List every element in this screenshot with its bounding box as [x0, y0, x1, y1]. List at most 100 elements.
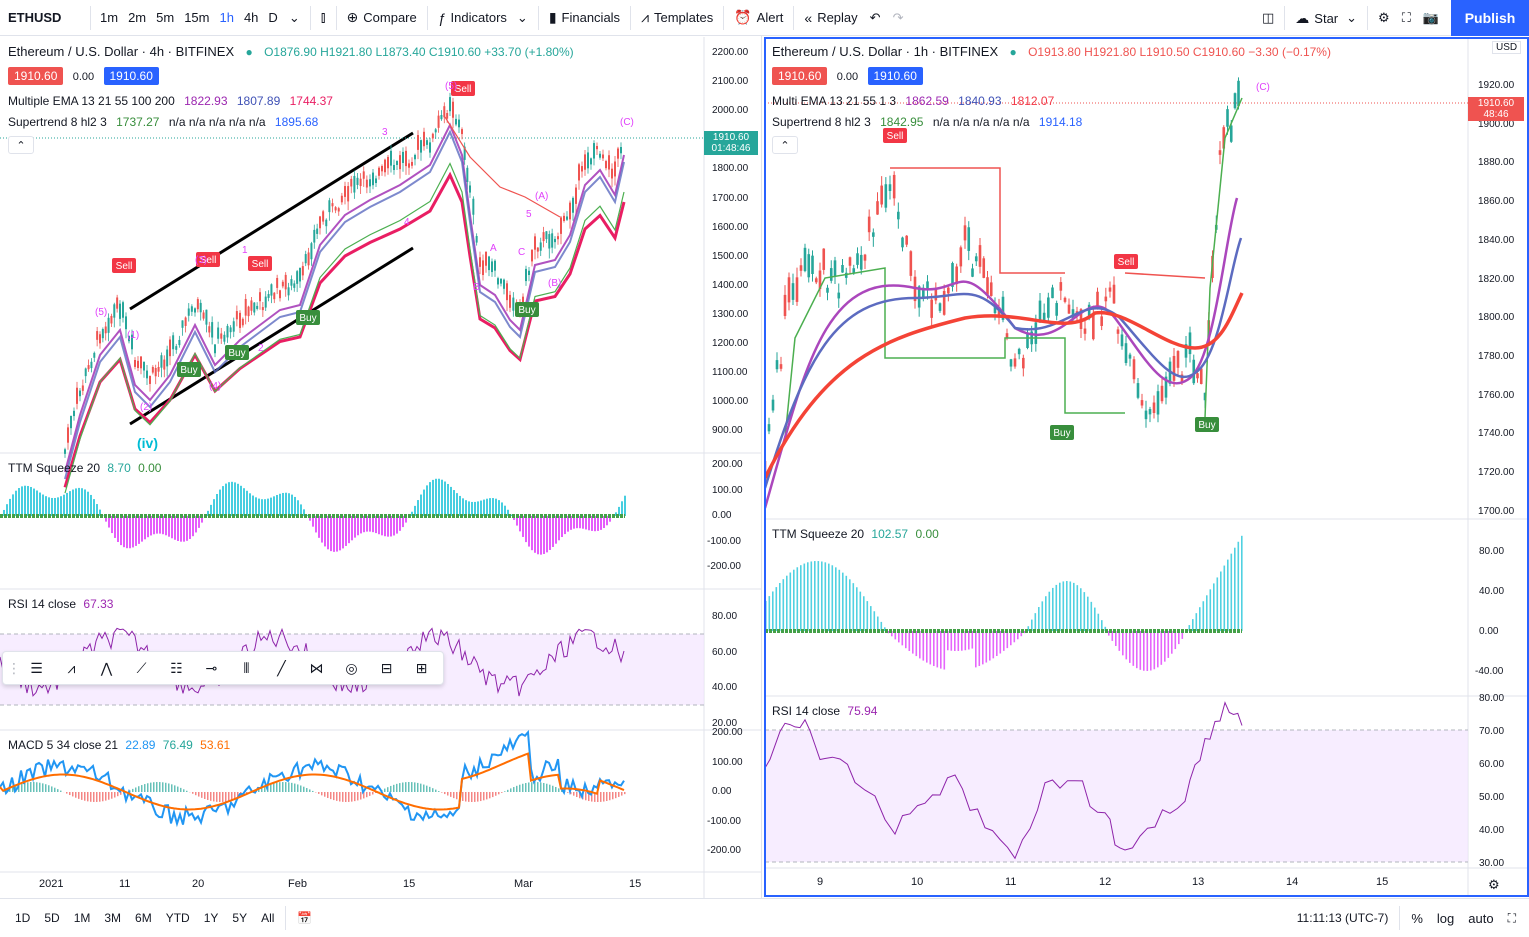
compare-button[interactable]: ⊕ Compare	[341, 0, 423, 36]
timeframe-2m[interactable]: 2m	[128, 10, 147, 25]
symbol-search[interactable]: ETHUSD	[8, 10, 62, 25]
star-button[interactable]: ☁ Star ⌄	[1289, 0, 1363, 36]
time-tick-label[interactable]: Mar	[514, 878, 533, 890]
ttm-bar	[84, 489, 86, 516]
currency-label[interactable]: USD	[1492, 41, 1522, 54]
collapse-legend-button[interactable]: ⌃	[8, 136, 34, 154]
supertrend-legend[interactable]: Supertrend 8 hl2 3 1737.27 n/a n/a n/a n…	[8, 115, 318, 129]
time-tick-label[interactable]: 12	[1099, 876, 1112, 888]
timeframe-d[interactable]: D	[268, 10, 278, 25]
time-tick-label[interactable]: 10	[911, 876, 924, 888]
ttm-bar	[519, 516, 521, 532]
candle-body	[431, 133, 434, 139]
right-rsi-legend[interactable]: RSI 14 close 75.94	[772, 704, 877, 718]
log-toggle[interactable]: log	[1436, 910, 1455, 926]
ttm-bar	[922, 631, 925, 661]
time-tick-label[interactable]: 15	[1376, 876, 1389, 888]
left-rsi-legend[interactable]: RSI 14 close 67.33	[8, 597, 113, 611]
fullscreen-button[interactable]: ⛶	[1396, 0, 1417, 36]
layout-divider[interactable]	[761, 36, 765, 898]
range-5y[interactable]: 5Y	[232, 911, 248, 925]
templates-button[interactable]: ⩘ Templates	[635, 0, 719, 36]
undo-button[interactable]: ↶	[864, 0, 887, 36]
gear-icon[interactable]: ⚙	[1488, 877, 1500, 892]
range-ytd[interactable]: YTD	[165, 911, 190, 925]
time-tick-label[interactable]: 11	[119, 878, 131, 890]
parallel-channel-icon[interactable]: ☷	[170, 659, 183, 676]
elliott-impulse-icon[interactable]: ⩘	[67, 659, 76, 676]
ask-button[interactable]: 1910.60	[103, 67, 159, 85]
time-tick-label[interactable]: 11	[1005, 876, 1017, 888]
time-tick-label[interactable]: Feb	[288, 878, 307, 890]
range-1d[interactable]: 1D	[15, 911, 31, 925]
timeframe-15m[interactable]: 15m	[184, 10, 210, 25]
time-tick-label[interactable]: 14	[1286, 876, 1299, 888]
ema-legend[interactable]: Multi EMA 13 21 55 1 3 1862.59 1840.93 1…	[772, 94, 1054, 108]
right-chart-canvas[interactable]: Sell Sell Buy Buy	[765, 38, 1528, 896]
timeframe-4h[interactable]: 4h	[243, 10, 259, 25]
trend-line-icon[interactable]: ⟋	[136, 659, 147, 676]
date-range-icon[interactable]: ⊟	[380, 659, 393, 676]
indicators-button[interactable]: ƒ Indicators ⌄	[432, 0, 534, 36]
snapshot-button[interactable]: 📷	[1417, 0, 1445, 36]
left-price-axis[interactable]: 2200.002100.002000.001900.001800.001700.…	[704, 37, 761, 872]
timeframe-1h[interactable]: 1h	[219, 10, 234, 25]
redo-button[interactable]: ↷	[887, 0, 910, 36]
layout-button[interactable]: ◫	[1256, 0, 1280, 36]
ema-legend[interactable]: Multiple EMA 13 21 55 100 200 1822.93 18…	[8, 94, 333, 108]
channel-lower-line[interactable]	[129, 246, 414, 426]
fib-retracement-icon[interactable]: ☰	[30, 659, 43, 676]
alert-button[interactable]: ⏰ Alert	[728, 0, 789, 36]
range-6m[interactable]: 6M	[135, 911, 152, 925]
channel-upper-line[interactable]	[129, 131, 414, 311]
macd-histogram-bar	[546, 783, 548, 792]
right-price-axis[interactable]: USD 1920.00 1900.00 1880.00 1860.00 1840.00 1…	[1468, 38, 1528, 868]
candle-body	[1180, 374, 1184, 382]
timeframe-5m[interactable]: 5m	[156, 10, 175, 25]
right-chart-pane[interactable]: Sell Sell Buy Buy Ethereum / U.S. Dollar · …	[765, 38, 1528, 896]
clock-timezone[interactable]: 11:11:13 (UTC-7)	[1296, 911, 1389, 925]
range-1m[interactable]: 1M	[73, 911, 91, 925]
bid-button[interactable]: 1910.60	[772, 67, 828, 85]
line-icon[interactable]: ╱	[277, 659, 286, 676]
range-1y[interactable]: 1Y	[203, 911, 219, 925]
left-macd-legend[interactable]: MACD 5 34 close 21 22.89 76.49 53.61	[8, 738, 230, 752]
range-3m[interactable]: 3M	[104, 911, 122, 925]
ask-button[interactable]: 1910.60	[867, 67, 923, 85]
right-ttm-legend[interactable]: TTM Squeeze 20 102.57 0.00	[772, 527, 939, 541]
left-ttm-legend[interactable]: TTM Squeeze 20 8.70 0.00	[8, 461, 161, 475]
maximize-button[interactable]: ⛶	[1501, 911, 1523, 926]
chart-type-button[interactable]: ⫾	[315, 0, 332, 36]
xabcd-pattern-icon[interactable]: ⋈	[309, 659, 324, 676]
goto-date-button[interactable]: 📅	[290, 911, 319, 925]
candle-body	[93, 352, 96, 358]
bid-button[interactable]: 1910.60	[8, 67, 64, 85]
supertrend-legend[interactable]: Supertrend 8 hl2 3 1842.95 n/a n/a n/a n…	[772, 115, 1082, 129]
price-range-icon[interactable]: ⦀	[243, 659, 250, 676]
replay-button[interactable]: « Replay	[798, 0, 863, 36]
separator	[309, 5, 311, 30]
auto-toggle[interactable]: auto	[1468, 910, 1494, 926]
drag-handle-icon[interactable]: ⋮	[7, 659, 21, 676]
range-5d[interactable]: 5D	[44, 911, 60, 925]
candle-body	[76, 387, 78, 404]
range-all[interactable]: All	[261, 911, 275, 925]
collapse-legend-button[interactable]: ⌃	[772, 136, 798, 154]
time-tick-label[interactable]: 20	[192, 878, 205, 890]
publish-button[interactable]: Publish	[1451, 0, 1529, 36]
horizontal-ray-icon[interactable]: ⊸	[205, 659, 218, 676]
left-chart-pane[interactable]: Sell Sell Sell Sell Buy Buy Buy Buy Ethereum / …	[0, 37, 761, 898]
elliott-correction-icon[interactable]: ⋀	[100, 659, 113, 676]
percent-toggle[interactable]: %	[1411, 910, 1423, 926]
date-price-range-icon[interactable]: ⊞	[415, 659, 428, 676]
timeframe-1m[interactable]: 1m	[100, 10, 119, 25]
time-tick-label[interactable]: 15	[629, 878, 642, 890]
time-tick-label[interactable]: 15	[403, 878, 416, 890]
timeframe-dropdown[interactable]: ⌄	[283, 0, 306, 36]
settings-button[interactable]: ⚙	[1372, 0, 1396, 36]
time-tick-label[interactable]: 9	[817, 876, 824, 888]
spiral-icon[interactable]: ◎	[345, 659, 358, 676]
financials-button[interactable]: ▮ Financials	[543, 0, 626, 36]
time-tick-label[interactable]: 13	[1192, 876, 1205, 888]
time-tick-label[interactable]: 2021	[39, 878, 64, 890]
